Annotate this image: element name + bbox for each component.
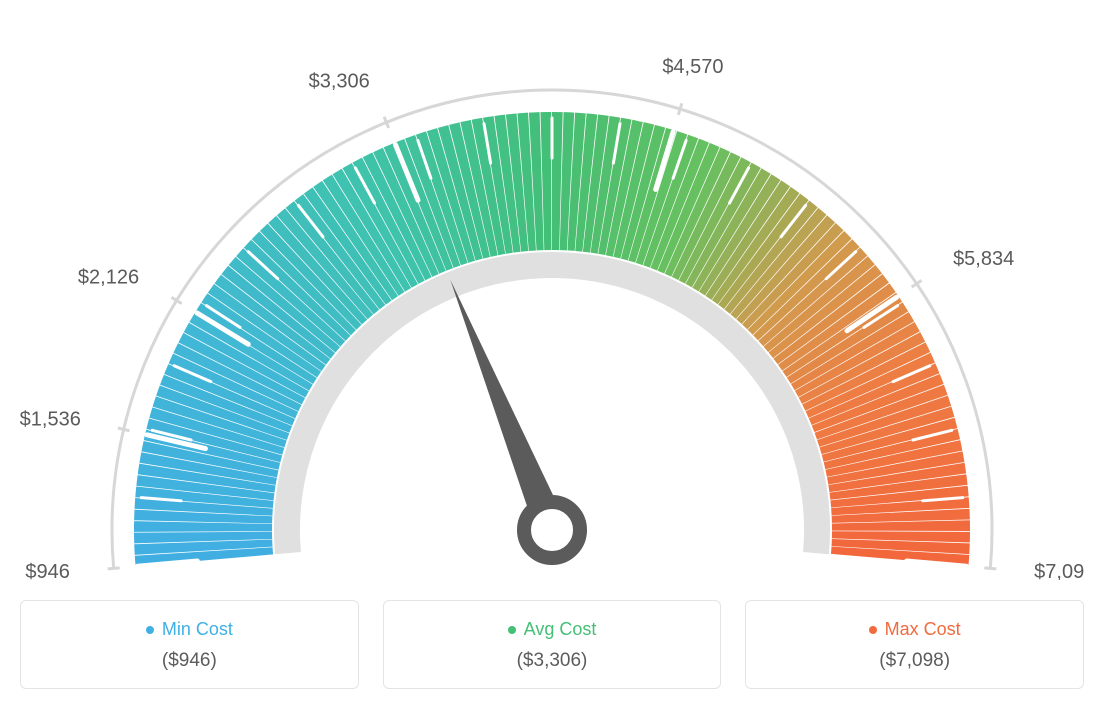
legend-label-avg: Avg Cost (508, 619, 597, 640)
legend-label-min: Min Cost (146, 619, 233, 640)
gauge-tick-label: $4,570 (662, 56, 723, 78)
gauge-tick-label: $2,126 (78, 267, 139, 289)
legend-label-text: Avg Cost (524, 619, 597, 640)
legend-value-min: ($946) (31, 650, 348, 672)
legend-card-avg: Avg Cost ($3,306) (383, 600, 722, 689)
dot-icon (146, 626, 154, 634)
dot-icon (869, 626, 877, 634)
dot-icon (508, 626, 516, 634)
legend-label-text: Max Cost (885, 619, 961, 640)
gauge-tick-label: $5,834 (953, 248, 1014, 270)
gauge-tick-label: $3,306 (309, 71, 370, 93)
legend-value-max: ($7,098) (756, 650, 1073, 672)
gauge-tick-label: $946 (25, 561, 70, 580)
legend-value-avg: ($3,306) (394, 650, 711, 672)
gauge-tick-label: $7,098 (1034, 561, 1084, 580)
legend-card-max: Max Cost ($7,098) (745, 600, 1084, 689)
legend-row: Min Cost ($946) Avg Cost ($3,306) Max Co… (20, 600, 1084, 689)
gauge-svg: $946 $1,536 $2,126 $3,306 $4,570 $5,834 $7,098 (20, 20, 1084, 580)
legend-label-max: Max Cost (869, 619, 961, 640)
legend-label-text: Min Cost (162, 619, 233, 640)
legend-card-min: Min Cost ($946) (20, 600, 359, 689)
gauge-tick-label: $1,536 (20, 408, 81, 430)
cost-gauge-chart: $946 $1,536 $2,126 $3,306 $4,570 $5,834 $7,098… (20, 20, 1084, 689)
